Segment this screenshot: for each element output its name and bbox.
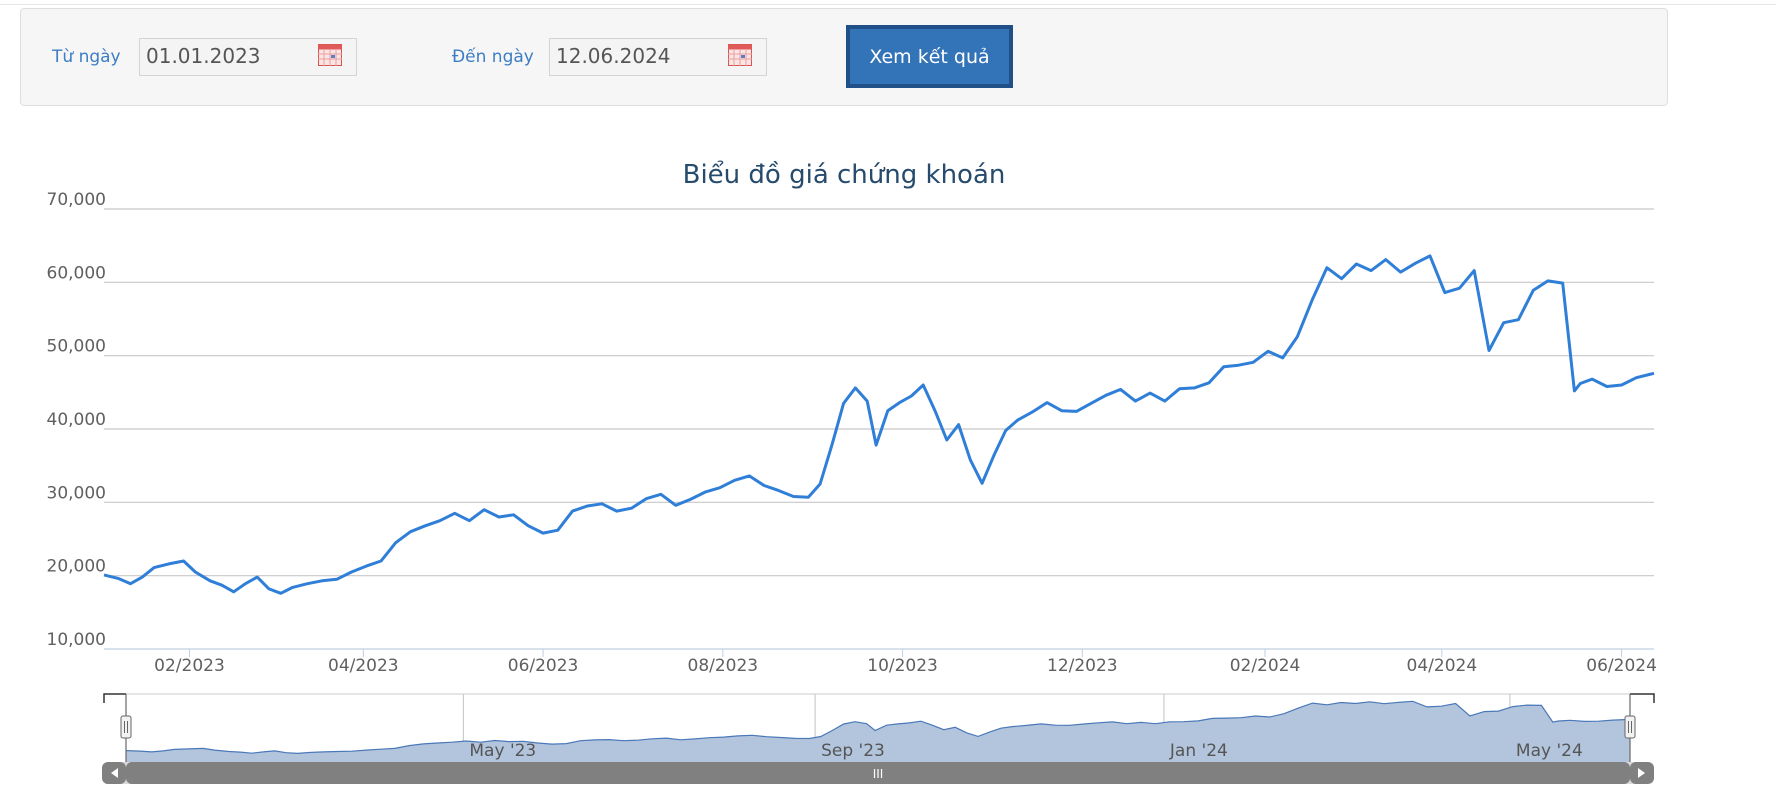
handle-body	[1624, 715, 1636, 739]
arrow-right-icon	[1638, 768, 1645, 778]
scroll-left-button[interactable]	[102, 762, 126, 784]
y-tick-label: 70,000	[47, 190, 106, 210]
calendar-icon[interactable]	[318, 44, 342, 66]
view-results-button[interactable]: Xem kết quả	[846, 25, 1013, 88]
from-date-value: 01.01.2023	[146, 44, 261, 68]
scrollbar-thumb[interactable]	[126, 762, 1630, 784]
arrow-left-icon	[111, 768, 118, 778]
navigator-label: Jan '24	[1169, 741, 1228, 761]
price-line	[103, 254, 1655, 595]
x-tick-label: 12/2023	[1047, 656, 1118, 676]
to-date-label: Đến ngày	[452, 47, 534, 67]
y-tick-label: 60,000	[47, 263, 106, 283]
navigator-label: May '23	[469, 741, 536, 761]
x-tick-label: 02/2023	[154, 656, 225, 676]
scroll-right-button[interactable]	[1630, 762, 1654, 784]
from-date-input[interactable]: 01.01.2023	[139, 38, 357, 76]
from-date-label: Từ ngày	[52, 47, 121, 67]
to-date-input[interactable]: 12.06.2024	[549, 38, 767, 76]
chart-title: Biểu đồ giá chứng khoán	[683, 159, 1006, 190]
navigator-label: May '24	[1516, 741, 1583, 761]
y-tick-label: 20,000	[47, 557, 106, 577]
y-tick-label: 30,000	[47, 483, 106, 503]
y-tick-label: 10,000	[47, 630, 106, 650]
x-tick-label: 10/2023	[867, 656, 938, 676]
navigator-left-handle[interactable]	[120, 715, 132, 739]
top-divider	[0, 4, 1776, 5]
to-date-value: 12.06.2024	[556, 44, 671, 68]
x-tick-label: 02/2024	[1230, 656, 1301, 676]
navigator-right-bracket	[1630, 693, 1655, 703]
x-tick-label: 04/2024	[1407, 656, 1478, 676]
x-tick-label: 04/2023	[328, 656, 399, 676]
navigator-label: Sep '23	[821, 741, 885, 761]
navigator-line	[125, 700, 1631, 755]
x-tick-label: 06/2024	[1586, 656, 1657, 676]
scrollbar-grip-icon: III	[873, 767, 884, 781]
y-tick-label: 40,000	[47, 410, 106, 430]
navigator-left-bracket	[103, 693, 126, 703]
x-tick-label: 06/2023	[508, 656, 579, 676]
navigator-right-handle[interactable]	[1624, 715, 1636, 739]
handle-body	[120, 715, 132, 739]
view-results-label: Xem kết quả	[850, 29, 1009, 84]
x-tick-label: 08/2023	[688, 656, 759, 676]
y-tick-label: 50,000	[47, 337, 106, 357]
calendar-icon[interactable]	[728, 44, 752, 66]
